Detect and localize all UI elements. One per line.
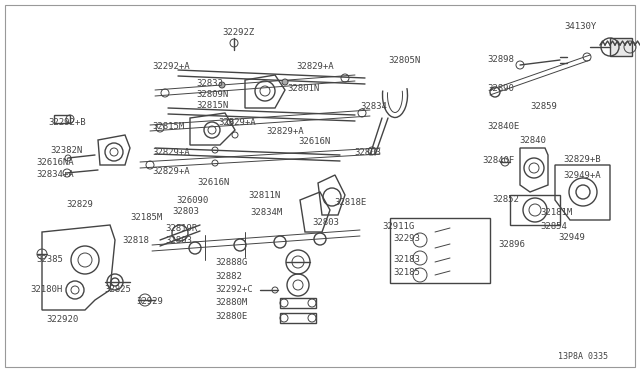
Circle shape	[219, 82, 225, 88]
Text: 32896: 32896	[498, 240, 525, 249]
Circle shape	[282, 79, 288, 85]
Bar	[54, 115, 70, 123]
Text: 32890: 32890	[487, 84, 514, 93]
Text: 32929: 32929	[136, 297, 163, 306]
Text: 32616NA: 32616NA	[36, 158, 74, 167]
Text: 32829+A: 32829+A	[218, 118, 255, 127]
Text: 32898: 32898	[487, 55, 514, 64]
Text: 32803: 32803	[354, 148, 381, 157]
Text: 32949: 32949	[558, 233, 585, 242]
Text: 32183: 32183	[393, 255, 420, 264]
Text: 32834: 32834	[360, 102, 387, 111]
Text: 32880E: 32880E	[215, 312, 247, 321]
Text: 32818: 32818	[122, 236, 149, 245]
Text: 32829+A: 32829+A	[296, 62, 333, 71]
Text: 32616N: 32616N	[298, 137, 330, 146]
Text: 32840: 32840	[519, 136, 546, 145]
Text: 32859: 32859	[530, 102, 557, 111]
Text: 32616N: 32616N	[197, 178, 229, 187]
Bar	[280, 298, 316, 308]
Text: 32840E: 32840E	[487, 122, 519, 131]
Text: 32833: 32833	[196, 79, 223, 88]
Text: 32803: 32803	[172, 207, 199, 216]
Text: 32815M: 32815M	[152, 122, 184, 131]
Text: 32292Z: 32292Z	[222, 28, 254, 37]
Text: 32811N: 32811N	[248, 191, 280, 200]
Text: 13P8A 0335: 13P8A 0335	[558, 352, 608, 361]
Text: 32829+A: 32829+A	[152, 148, 189, 157]
Text: 32819R: 32819R	[165, 224, 197, 233]
Text: 32829: 32829	[66, 200, 93, 209]
Bar	[390, 218, 490, 283]
Text: 34130Y: 34130Y	[564, 22, 596, 31]
Text: 32801N: 32801N	[287, 84, 319, 93]
Text: 32292+C: 32292+C	[215, 285, 253, 294]
Text: 32805N: 32805N	[388, 56, 420, 65]
Text: 32818E: 32818E	[334, 198, 366, 207]
Text: 32829+A: 32829+A	[152, 167, 189, 176]
Text: 32854: 32854	[540, 222, 567, 231]
Text: 32382N: 32382N	[50, 146, 83, 155]
Text: 32829+A: 32829+A	[266, 127, 303, 136]
Text: 322920: 322920	[46, 315, 78, 324]
Text: 32385: 32385	[36, 255, 63, 264]
Text: 32292+B: 32292+B	[48, 118, 86, 127]
Text: 32803: 32803	[312, 218, 339, 227]
Text: 32834+A: 32834+A	[36, 170, 74, 179]
Text: 32880M: 32880M	[215, 298, 247, 307]
Text: 32293: 32293	[393, 234, 420, 243]
Text: 32815N: 32815N	[196, 101, 228, 110]
Text: 32911G: 32911G	[382, 222, 414, 231]
Bar	[280, 313, 316, 323]
Text: 32825: 32825	[104, 285, 131, 294]
Text: 32292+A: 32292+A	[152, 62, 189, 71]
Text: 32834M: 32834M	[250, 208, 282, 217]
Text: 32185: 32185	[393, 268, 420, 277]
Text: 32181M: 32181M	[540, 208, 572, 217]
Text: 32852: 32852	[492, 195, 519, 204]
Text: 32185M: 32185M	[130, 213, 163, 222]
Text: 32949+A: 32949+A	[563, 171, 600, 180]
Text: 32882: 32882	[215, 272, 242, 281]
Text: 32180H: 32180H	[30, 285, 62, 294]
Text: 326090: 326090	[176, 196, 208, 205]
Text: 32809N: 32809N	[196, 90, 228, 99]
Text: 32888G: 32888G	[215, 258, 247, 267]
Text: 32829+B: 32829+B	[563, 155, 600, 164]
Text: 32840F: 32840F	[482, 156, 515, 165]
Bar	[610, 38, 632, 56]
Text: 32803: 32803	[165, 236, 192, 245]
